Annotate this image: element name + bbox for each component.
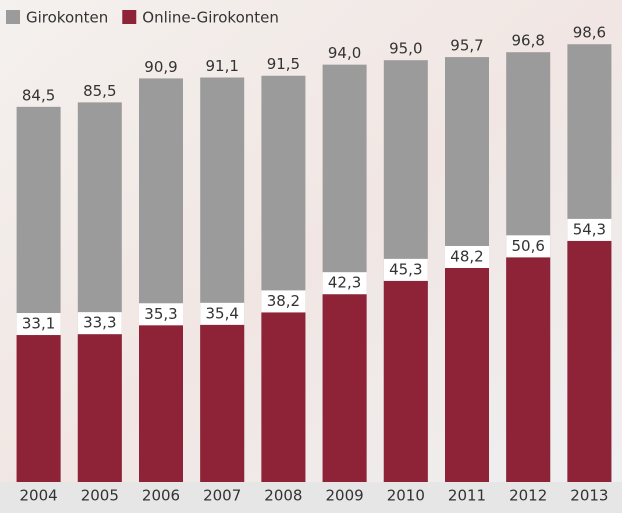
legend-swatch — [122, 10, 137, 24]
value-label: 33,1 — [22, 315, 55, 333]
x-tick-label: 2010 — [387, 487, 425, 505]
x-tick-label: 2012 — [509, 487, 547, 505]
x-tick-label: 2013 — [570, 487, 608, 505]
label-box — [261, 290, 306, 313]
value-label: 48,2 — [450, 247, 483, 265]
bar — [445, 267, 489, 482]
label-box — [16, 313, 61, 336]
x-tick-label: 2006 — [142, 487, 180, 505]
x-tick-label: 2008 — [264, 487, 302, 505]
value-label: 90,9 — [144, 58, 177, 76]
legend-label: Girokonten — [26, 9, 108, 27]
value-label: 91,5 — [267, 55, 300, 73]
x-tick-label: 2004 — [20, 487, 58, 505]
bar — [77, 334, 122, 482]
value-label: 38,2 — [267, 292, 300, 310]
value-label: 98,6 — [573, 24, 606, 42]
value-label: 85,5 — [83, 82, 116, 100]
x-tick-label: 2007 — [203, 487, 241, 505]
x-tick-label: 2011 — [448, 487, 486, 505]
value-label: 33,3 — [83, 314, 116, 332]
bar — [506, 257, 551, 482]
x-tick-label: 2009 — [326, 487, 364, 505]
label-box — [77, 312, 122, 335]
label-box — [383, 258, 428, 281]
value-label: 50,6 — [511, 237, 544, 255]
value-label: 84,5 — [22, 86, 55, 104]
axis-band — [0, 482, 622, 513]
bar — [139, 325, 183, 482]
value-label: 45,3 — [389, 260, 422, 278]
value-label: 91,1 — [205, 57, 238, 75]
legend-label: Online-Girokonten — [142, 9, 279, 27]
value-label: 96,8 — [511, 32, 544, 50]
legend-swatch — [6, 10, 20, 24]
value-label: 95,0 — [389, 40, 422, 58]
label-box — [200, 302, 245, 325]
value-label: 35,3 — [144, 305, 177, 323]
value-label: 94,0 — [328, 44, 361, 62]
value-label: 42,3 — [328, 274, 361, 292]
bar — [261, 312, 306, 482]
label-box — [445, 245, 489, 268]
label-box — [322, 272, 367, 295]
value-label: 95,7 — [450, 37, 483, 55]
bar — [383, 280, 428, 482]
x-tick-label: 2005 — [81, 487, 119, 505]
bar — [200, 324, 245, 482]
bar — [16, 335, 61, 482]
bar — [322, 294, 367, 482]
label-box — [139, 303, 183, 326]
value-label: 35,4 — [205, 304, 238, 322]
bar — [567, 240, 612, 482]
label-box — [567, 218, 612, 241]
value-label: 54,3 — [573, 220, 606, 238]
label-box — [506, 235, 551, 258]
